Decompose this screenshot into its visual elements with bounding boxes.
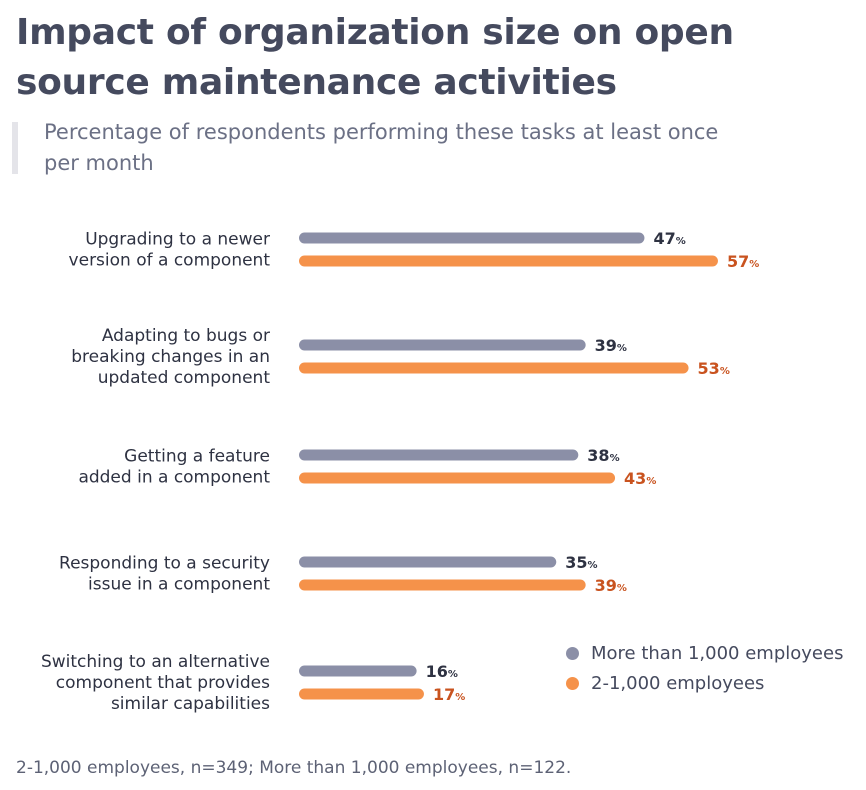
bar-large-org (299, 665, 417, 677)
category-label-line: Switching to an alternative (41, 652, 270, 672)
value-label-large-org: 39% (595, 336, 627, 355)
bar-small-org (299, 688, 424, 700)
percent-sign: % (646, 476, 656, 487)
category-label-line: added in a component (78, 468, 270, 488)
value-label-small-org: 53% (698, 359, 730, 378)
category-label-line: breaking changes in an (71, 347, 270, 367)
legend: More than 1,000 employees 2-1,000 employ… (566, 638, 843, 698)
category-label-line: component that provides (56, 673, 270, 693)
bar-small-org (299, 362, 689, 374)
percent-sign: % (617, 583, 627, 594)
bar-large-org (299, 339, 586, 351)
category-label: Upgrading to a newer version of a compone… (69, 230, 271, 271)
legend-dot-large (566, 646, 579, 660)
legend-item-large: More than 1,000 employees (566, 638, 843, 668)
legend-label-large: More than 1,000 employees (591, 642, 844, 664)
value-label-small-org: 17% (433, 685, 465, 704)
category-label-line: version of a component (69, 251, 271, 271)
chart-subtitle: Percentage of respondents performing the… (44, 120, 719, 175)
percent-sign: % (617, 343, 627, 354)
percent-sign: % (610, 453, 620, 464)
footnote: 2-1,000 employees, n=349; More than 1,00… (16, 758, 572, 778)
bar-large-org (299, 232, 645, 244)
category-label: Adapting to bugs or breaking changes in a… (71, 326, 270, 388)
category-label-line: similar capabilities (111, 694, 270, 714)
value-label-small-org: 39% (595, 576, 627, 595)
percent-sign: % (676, 236, 686, 247)
value-label-small-org: 43% (624, 469, 656, 488)
legend-dot-small (566, 676, 579, 690)
value-label-small-org: 57% (727, 252, 759, 271)
legend-label-small: 2-1,000 employees (591, 672, 765, 694)
category-label-line: issue in a component (88, 575, 270, 595)
category-label-line: Upgrading to a newer (85, 230, 270, 250)
category-label: Getting a feature added in a component (78, 447, 270, 488)
percent-sign: % (455, 692, 465, 703)
percent-sign: % (749, 259, 759, 270)
category-label-line: updated component (98, 368, 271, 388)
value-label-large-org: 35% (565, 553, 597, 572)
category-label: Responding to a security issue in a compo… (59, 554, 270, 595)
category-label: Switching to an alternative component tha… (41, 652, 270, 714)
bar-large-org (299, 449, 579, 461)
category-label-line: Adapting to bugs or (102, 326, 270, 346)
bar-small-org (299, 255, 718, 267)
percent-sign: % (720, 366, 730, 377)
percent-sign: % (588, 560, 598, 571)
bar-small-org (299, 579, 586, 591)
category-label-line: Responding to a security (59, 554, 270, 574)
value-label-large-org: 38% (587, 446, 619, 465)
legend-item-small: 2-1,000 employees (566, 668, 843, 698)
value-label-large-org: 16% (426, 662, 458, 681)
bar-large-org (299, 556, 557, 568)
category-label-line: Getting a feature (124, 447, 270, 467)
subtitle-accent-bar (12, 122, 18, 174)
percent-sign: % (448, 669, 458, 680)
value-label-large-org: 47% (653, 229, 685, 248)
bar-small-org (299, 472, 616, 484)
chart-title: Impact of organization size on open sour… (16, 12, 734, 103)
bar-chart: Upgrading to a newer version of a compone… (41, 229, 759, 714)
